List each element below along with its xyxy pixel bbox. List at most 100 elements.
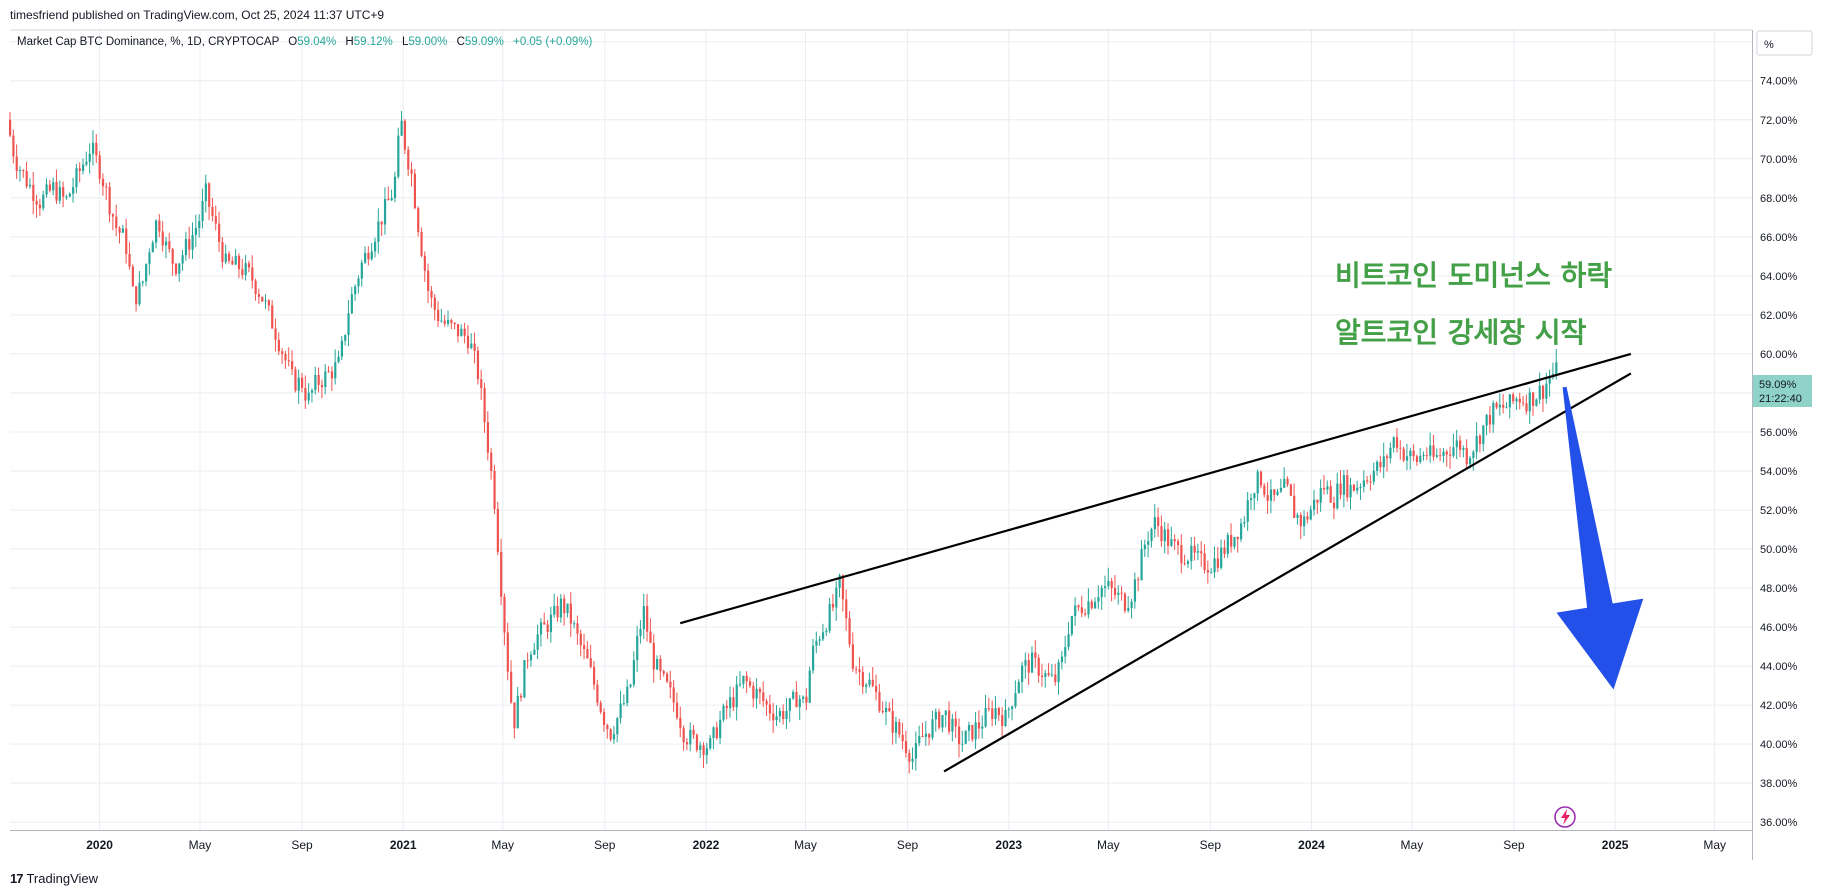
candle-body	[32, 184, 35, 201]
legend-low: 59.00%	[408, 36, 447, 48]
y-tick-label: 62.00%	[1760, 310, 1798, 322]
candle-body	[894, 721, 898, 733]
lightning-icon[interactable]	[1554, 806, 1576, 828]
candle-body	[327, 371, 330, 373]
candle-body	[1445, 451, 1448, 455]
candle-body	[1289, 484, 1292, 496]
candle-body	[596, 684, 599, 703]
candle-body	[1213, 558, 1216, 573]
candle-body	[148, 252, 151, 265]
candle-body	[1050, 674, 1054, 676]
candle-body	[1150, 529, 1153, 542]
annotation-line-2: 알트코인 강세장 시작	[1335, 316, 1587, 349]
candle-body	[1266, 494, 1269, 501]
candle-body	[231, 260, 234, 265]
candle-body	[599, 702, 602, 713]
x-tick-label: May	[1703, 838, 1726, 852]
candle-body	[9, 119, 12, 136]
candle-body	[227, 253, 231, 261]
y-tick-label: 38.00%	[1760, 778, 1798, 790]
candle-body	[589, 658, 592, 667]
scale-button-label: %	[1764, 39, 1774, 51]
candle-body	[1011, 706, 1014, 710]
candle-body	[1442, 451, 1445, 457]
candle-body	[626, 686, 629, 704]
candle-body	[1515, 398, 1518, 402]
candle-body	[1040, 675, 1044, 678]
forecast-arrow-shape[interactable]	[1556, 386, 1644, 690]
candle-body	[1359, 486, 1362, 488]
candle-body	[1057, 662, 1060, 683]
candle-body	[1007, 709, 1010, 711]
candle-body	[1502, 404, 1505, 408]
y-axis[interactable]: 36.00% 38.00% 40.00% 42.00% 44.00% 46.00% 48.0…	[1760, 37, 1798, 829]
candle-body	[977, 722, 981, 729]
candle-body	[1422, 455, 1425, 457]
trendlines[interactable]	[679, 352, 1632, 773]
candle-body	[553, 605, 556, 615]
candle-body	[884, 707, 888, 713]
candle-body	[516, 695, 519, 729]
candle-body	[616, 718, 619, 735]
candle-body	[1293, 495, 1296, 518]
candle-body	[1538, 385, 1541, 400]
x-tick-label: 2020	[86, 838, 113, 852]
candle-body	[765, 701, 768, 705]
candle-body	[685, 742, 689, 745]
x-axis[interactable]: 2020 May Sep 2021 May Sep 2022 May Sep 2023 May Sep…	[86, 838, 1726, 852]
candle-body	[271, 305, 274, 329]
candle-body	[1352, 484, 1356, 491]
candle-body	[18, 170, 22, 172]
legend-close: 59.09%	[465, 36, 504, 48]
candle-body	[1399, 447, 1402, 449]
candle-body	[1180, 545, 1183, 564]
candle-body	[1133, 579, 1137, 602]
candle-body	[1140, 549, 1143, 581]
candle-body	[1256, 471, 1259, 494]
candle-body	[145, 264, 148, 282]
y-tick-label: 48.00%	[1760, 583, 1798, 595]
candle-body	[387, 198, 390, 201]
forecast-arrow[interactable]	[1556, 386, 1644, 690]
candle-body	[914, 743, 918, 759]
candle-body	[254, 280, 257, 295]
trendline[interactable]	[943, 372, 1632, 773]
candle-body	[1236, 536, 1239, 540]
candle-body	[901, 734, 904, 742]
candle-body	[218, 223, 221, 242]
candle-body	[549, 614, 553, 633]
tradingview-footer[interactable]: 17 TradingView	[10, 869, 98, 887]
candle-body	[579, 633, 582, 646]
candle-body	[1306, 516, 1309, 520]
candle-body	[174, 263, 178, 274]
candle-body	[45, 184, 48, 195]
trendline[interactable]	[679, 352, 1632, 625]
chart-legend: Market Cap BTC Dominance, %, 1D, CRYPTOC…	[17, 36, 593, 48]
candle-body	[768, 704, 772, 714]
candle-body	[629, 684, 632, 687]
candle-body	[911, 758, 914, 762]
candle-body	[450, 319, 453, 323]
candle-body	[1452, 447, 1455, 456]
candle-body	[871, 679, 874, 686]
candle-body	[924, 733, 927, 737]
candle-body	[370, 251, 373, 260]
candle-body	[1001, 715, 1004, 727]
candle-body	[533, 649, 536, 655]
candle-body	[78, 168, 81, 171]
tradingview-brand: TradingView	[26, 870, 99, 886]
candle-body	[1518, 398, 1521, 403]
scale-percent-button[interactable]: %	[1756, 30, 1813, 56]
legend-open-label: O	[288, 36, 297, 48]
candle-body	[957, 726, 961, 745]
candle-body	[486, 422, 490, 453]
candle-body	[251, 267, 254, 281]
candle-body	[1167, 529, 1170, 546]
candle-body	[1488, 414, 1492, 425]
y-tick-label: 50.00%	[1760, 544, 1798, 556]
candle-body	[632, 660, 636, 685]
candle-body	[75, 168, 78, 188]
candle-body	[1498, 404, 1502, 408]
candle-body	[735, 684, 738, 708]
